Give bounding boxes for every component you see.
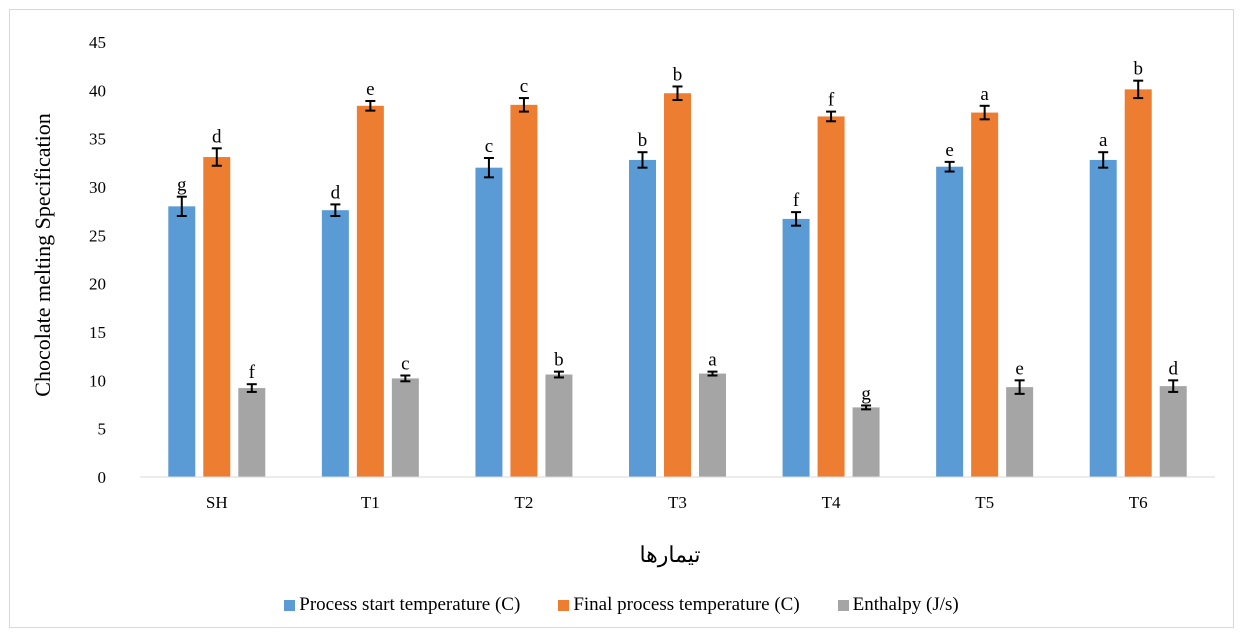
significance-letter: g <box>861 383 871 404</box>
error-bar <box>1168 379 1179 393</box>
significance-letter: b <box>673 64 683 85</box>
y-tick-label: 20 <box>89 275 106 294</box>
bar <box>936 166 964 477</box>
legend-label: Enthalpy (J/s) <box>852 594 959 615</box>
bar <box>1089 159 1117 477</box>
bar <box>971 112 999 478</box>
bar <box>782 218 810 477</box>
legend-label: Final process temperature (C) <box>573 594 800 615</box>
significance-letter: c <box>485 136 493 157</box>
significance-letter: f <box>793 190 800 211</box>
x-tick-label: T5 <box>975 493 994 512</box>
legend-item: Final process temperature (C) <box>558 594 800 616</box>
bar <box>852 407 880 477</box>
legend-swatch <box>558 599 570 611</box>
significance-letter: f <box>249 362 256 383</box>
y-tick-label: 30 <box>89 178 106 197</box>
bar <box>1159 386 1187 477</box>
x-tick-label: SH <box>206 493 228 512</box>
error-bar <box>1133 79 1144 100</box>
bar <box>203 157 231 478</box>
bar <box>699 373 726 477</box>
legend-swatch <box>284 599 296 611</box>
x-tick-label: T4 <box>822 493 841 512</box>
significance-letter: d <box>331 182 341 203</box>
error-bar <box>861 404 872 411</box>
plot-area: g d f d e c c c b b b a f f g e a e a b d <box>168 59 1187 478</box>
significance-letter: a <box>708 350 717 371</box>
bar <box>391 378 419 477</box>
error-bar <box>176 195 187 217</box>
error-bar <box>483 157 494 179</box>
y-tick-label: 45 <box>89 33 106 52</box>
x-axis-title: تیمارها <box>639 542 700 568</box>
significance-letter: a <box>980 84 989 105</box>
significance-letter: g <box>177 175 187 196</box>
bar <box>629 159 656 477</box>
error-bar <box>637 151 648 169</box>
error-bar <box>211 147 222 167</box>
y-tick-label: 10 <box>89 371 106 390</box>
error-bar <box>330 203 341 217</box>
y-axis-ticks: 0 5 10 15 20 25 30 35 40 45 <box>89 33 106 487</box>
legend: Process start temperature (C) Final proce… <box>0 590 1243 620</box>
bar <box>238 388 266 477</box>
legend-item: Process start temperature (C) <box>284 594 520 616</box>
error-bar <box>365 99 376 112</box>
bar <box>356 105 384 478</box>
y-tick-label: 0 <box>98 468 107 487</box>
significance-letter: d <box>212 126 222 147</box>
error-bar <box>246 383 257 393</box>
bar <box>510 104 538 477</box>
legend-label: Process start temperature (C) <box>299 594 521 615</box>
error-bar <box>826 110 837 123</box>
bar <box>475 167 503 477</box>
error-bar <box>553 370 564 379</box>
legend-item: Enthalpy (J/s) <box>837 594 959 616</box>
x-tick-label: T3 <box>668 493 687 512</box>
error-bar <box>518 97 529 113</box>
x-tick-label: T2 <box>514 493 533 512</box>
significance-letter: b <box>1133 59 1143 80</box>
y-axis-title: Chocolate melting Specification <box>30 113 55 396</box>
significance-letter: c <box>520 76 528 97</box>
error-bar <box>1014 379 1025 395</box>
y-tick-label: 40 <box>89 81 106 100</box>
bar <box>321 210 349 477</box>
significance-letter: f <box>828 90 835 111</box>
significance-letter: a <box>1099 130 1108 151</box>
x-tick-label: T6 <box>1129 493 1148 512</box>
bar <box>545 374 573 477</box>
bar <box>1124 89 1152 477</box>
legend-swatch <box>837 599 849 611</box>
significance-letter: e <box>945 140 953 161</box>
significance-letter: b <box>554 350 564 371</box>
error-bar <box>979 104 990 121</box>
error-bar <box>400 374 411 383</box>
y-tick-label: 25 <box>89 226 106 245</box>
bar <box>817 116 845 477</box>
significance-letter: d <box>1168 358 1178 379</box>
y-tick-label: 35 <box>89 130 106 149</box>
bar <box>168 206 196 478</box>
significance-letter: b <box>638 130 648 151</box>
x-tick-label: T1 <box>361 493 380 512</box>
y-tick-label: 15 <box>89 323 106 342</box>
significance-letter: e <box>1015 358 1023 379</box>
error-bar <box>672 85 683 101</box>
x-axis-ticks: SH T1 T2 T3 T4 T5 T6 <box>206 493 1148 512</box>
error-bar <box>1098 151 1109 169</box>
bar <box>664 93 691 477</box>
y-tick-label: 5 <box>98 420 107 439</box>
bar <box>1006 387 1034 477</box>
significance-letter: e <box>366 79 374 100</box>
error-bar <box>944 160 955 173</box>
significance-letter: c <box>401 354 409 375</box>
error-bar <box>707 370 718 377</box>
error-bar <box>791 211 802 227</box>
